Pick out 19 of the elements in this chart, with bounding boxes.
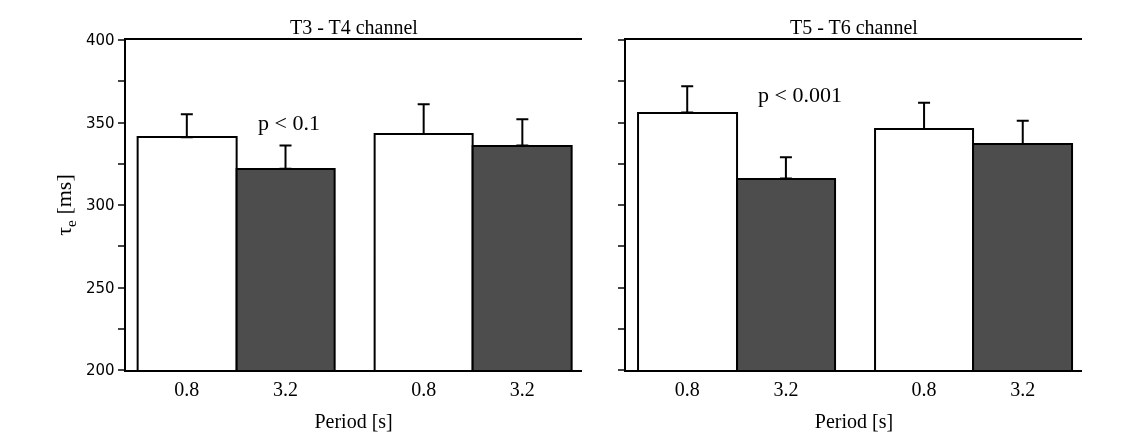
y-tick-label: 250 bbox=[86, 278, 115, 297]
y-tick-label: 300 bbox=[86, 196, 115, 215]
x-tick-label: 0.8 bbox=[174, 378, 200, 400]
annotation: p < 0.001 bbox=[758, 82, 842, 107]
x-tick-label: 0.8 bbox=[911, 378, 937, 400]
x-tick-label: 3.2 bbox=[509, 378, 535, 400]
chart-title: T3 - T4 channel bbox=[290, 16, 419, 38]
chart-title: T5 - T6 channel bbox=[790, 16, 919, 38]
x-axis-title: Period [s] bbox=[314, 410, 393, 432]
y-tick-label: 200 bbox=[86, 361, 115, 380]
x-tick-label: 3.2 bbox=[273, 378, 299, 400]
x-tick-label: 0.8 bbox=[674, 378, 700, 400]
y-tick-label: 350 bbox=[86, 113, 115, 132]
x-tick-label: 3.2 bbox=[1010, 378, 1036, 400]
x-axis-title: Period [s] bbox=[814, 410, 894, 432]
y-tick-label: 400 bbox=[86, 31, 115, 50]
annotation: p < 0.1 bbox=[258, 110, 320, 135]
x-tick-label: 0.8 bbox=[411, 378, 437, 400]
x-tick-label: 3.2 bbox=[773, 378, 799, 400]
